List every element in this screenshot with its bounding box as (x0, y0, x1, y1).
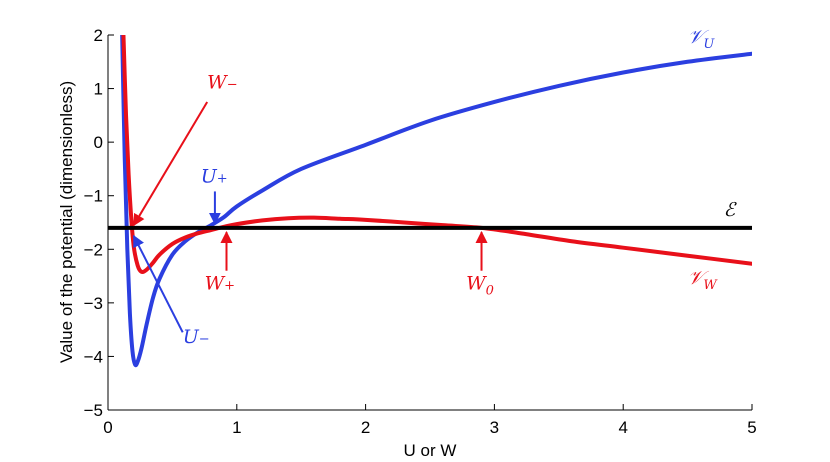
x-tick-label: 3 (490, 418, 499, 437)
x-axis-label: U or W (404, 441, 457, 460)
x-tick-label: 2 (361, 418, 370, 437)
annotation-subscript: W (703, 278, 718, 293)
x-tick-label: 5 (747, 418, 756, 437)
annotation-subscript: − (199, 332, 210, 347)
annotation-subscript: − (227, 78, 238, 93)
annotation-label: ℰ (724, 199, 738, 221)
annotation-subscript: 0 (486, 283, 494, 298)
x-tick-label: 1 (232, 418, 241, 437)
y-axis-label: Value of the potential (dimensionless) (57, 81, 76, 363)
x-tick-label: 0 (103, 418, 112, 437)
annotation-label: 𝒱W (688, 267, 719, 293)
annotation-label: U+ (201, 165, 228, 187)
y-tick-label: −3 (84, 294, 103, 313)
annotation-arrow (132, 234, 184, 333)
annotation-label: U− (183, 326, 210, 348)
annotation-label: W− (207, 72, 237, 94)
annotation-arrow (132, 101, 209, 227)
annotation-label: 𝒱U (688, 26, 716, 52)
annotation-label: W+ (205, 272, 235, 294)
series-v-w-line (121, 35, 752, 274)
y-tick-label: −2 (84, 240, 103, 259)
annotation-subscript: + (224, 278, 235, 293)
x-tick-label: 4 (618, 418, 627, 437)
annotation-subscript: + (217, 171, 228, 186)
y-tick-label: 0 (94, 133, 103, 152)
y-tick-label: 1 (94, 80, 103, 99)
y-tick-label: −5 (84, 401, 103, 420)
y-tick-label: 2 (94, 26, 103, 45)
y-tick-label: −1 (84, 187, 103, 206)
annotation-subscript: U (703, 37, 715, 52)
y-tick-label: −4 (84, 347, 103, 366)
annotation-label: W0 (466, 272, 494, 298)
